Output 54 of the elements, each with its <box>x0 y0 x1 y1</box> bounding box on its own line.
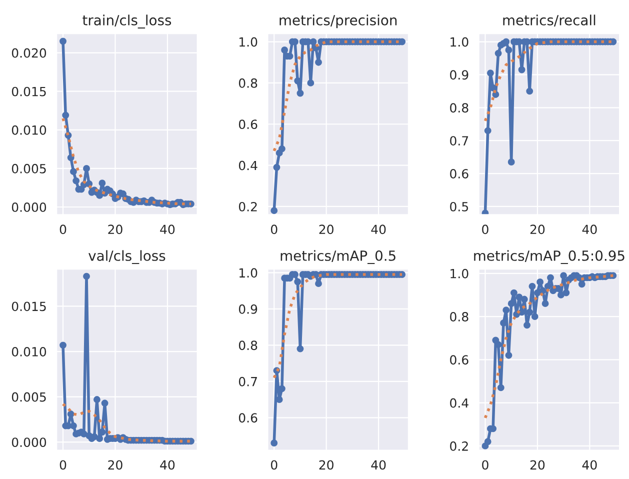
chart-title: metrics/recall <box>503 14 596 26</box>
x-tick-label: 40 <box>371 460 386 470</box>
y-tick-label: 0.4 <box>238 160 258 170</box>
y-tick-label: 0.6 <box>450 355 468 365</box>
x-tick-label: 20 <box>108 460 122 470</box>
x-tick-label: 40 <box>160 460 175 470</box>
y-tick-label: 0.015 <box>12 86 46 96</box>
y-tick-label: 0.005 <box>12 164 46 174</box>
y-tick-label: 0.020 <box>12 48 46 58</box>
x-tick-label: 40 <box>582 224 597 234</box>
x-tick-label: 0 <box>270 224 278 234</box>
y-tick-label: 0.8 <box>450 312 468 322</box>
y-tick-label: 0.6 <box>450 169 468 178</box>
x-tick-label: 40 <box>371 224 386 234</box>
chart-title: metrics/precision <box>280 14 397 28</box>
x-tick-label: 20 <box>319 224 334 234</box>
y-tick-label: 0.9 <box>450 70 468 80</box>
y-tick-label: 0.7 <box>238 376 257 386</box>
y-tick-label: 0.8 <box>450 103 468 113</box>
x-tick-label: 20 <box>319 460 334 470</box>
x-tick-label: 20 <box>530 224 545 234</box>
y-tick-label: 0.6 <box>238 120 258 130</box>
y-tick-label: 0.2 <box>238 202 257 212</box>
y-tick-label: 0.000 <box>12 202 46 212</box>
x-tick-label: 20 <box>108 224 122 234</box>
y-tick-label: 0.8 <box>238 340 258 350</box>
y-tick-label: 0.9 <box>238 304 258 314</box>
y-tick-label: 0.8 <box>238 78 258 88</box>
x-tick-label: 0 <box>60 460 66 470</box>
x-tick-label: 0 <box>60 224 66 234</box>
y-tick-label: 0.005 <box>12 392 46 402</box>
chart-title: train/cls_loss <box>82 14 172 28</box>
chart-title: val/cls_loss <box>88 250 166 264</box>
y-tick-label: 1.0 <box>239 268 258 278</box>
y-tick-label: 0.015 <box>12 302 46 312</box>
y-tick-label: 0.4 <box>450 398 468 408</box>
y-tick-label: 0.6 <box>238 413 258 423</box>
y-tick-label: 0.2 <box>450 441 468 451</box>
y-tick-label: 0.7 <box>450 136 468 146</box>
y-tick-label: 0.010 <box>12 125 46 135</box>
x-tick-label: 40 <box>582 460 597 470</box>
chart-title: metrics/mAP_0.5:0.95 <box>474 250 624 264</box>
x-tick-label: 20 <box>530 460 545 470</box>
y-tick-label: 0.010 <box>12 346 46 356</box>
x-tick-label: 0 <box>270 460 278 470</box>
y-tick-label: 1.0 <box>450 37 468 47</box>
chart-title: metrics/mAP_0.5 <box>280 250 396 264</box>
y-tick-label: 1.0 <box>450 268 468 278</box>
y-tick-label: 0.5 <box>450 202 468 212</box>
y-tick-label: 1.0 <box>239 37 258 47</box>
x-tick-label: 40 <box>160 224 175 234</box>
x-tick-label: 0 <box>482 460 488 470</box>
y-tick-label: 0.000 <box>12 438 46 448</box>
x-tick-label: 0 <box>482 224 488 234</box>
